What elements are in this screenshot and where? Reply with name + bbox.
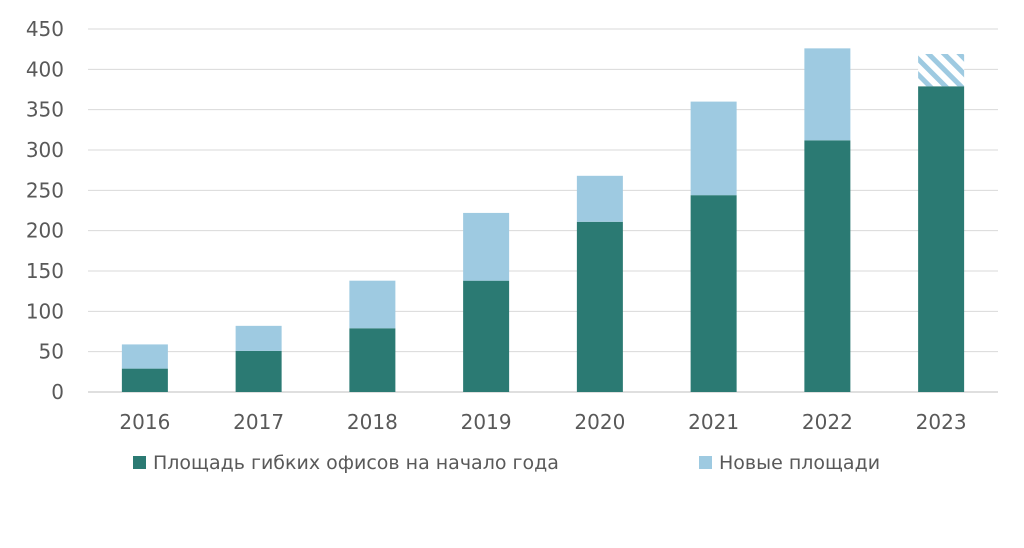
x-tick-label: 2021 — [688, 410, 739, 434]
bar-segment-new-areas-2023 — [918, 54, 965, 87]
y-tick-label: 400 — [26, 57, 64, 81]
y-tick-label: 350 — [26, 98, 64, 122]
y-tick-label: 0 — [51, 380, 64, 404]
gridlines — [88, 28, 998, 393]
y-tick-label: 100 — [26, 299, 64, 323]
bar-segment-new-areas-2022 — [804, 48, 851, 141]
y-tick-label: 450 — [26, 17, 64, 41]
legend-swatch-flex-offices — [133, 456, 146, 469]
bar-segment-new-areas-2019 — [463, 212, 510, 281]
y-tick-label: 250 — [26, 178, 64, 202]
bars — [121, 48, 965, 393]
x-tick-label: 2016 — [119, 410, 170, 434]
y-axis: 0 50 100 150 200 250 300 350 400 450 — [26, 17, 64, 404]
bar-segment-new-areas-2020 — [576, 175, 623, 222]
bar-segment-flex-offices-2023 — [918, 86, 965, 393]
y-tick-label: 50 — [39, 340, 64, 364]
x-tick-label: 2023 — [916, 410, 967, 434]
x-tick-label: 2017 — [233, 410, 284, 434]
y-tick-label: 150 — [26, 259, 64, 283]
bar-segment-new-areas-2017 — [235, 325, 282, 351]
bar-segment-new-areas-2021 — [690, 101, 737, 196]
bar-segment-flex-offices-2016 — [121, 368, 168, 392]
bar-segment-flex-offices-2021 — [690, 195, 737, 392]
bar-segment-flex-offices-2019 — [463, 280, 510, 392]
legend: Площадь гибких офисов на начало года Нов… — [133, 452, 880, 474]
legend-label-new-areas: Новые площади — [719, 452, 880, 474]
y-tick-label: 300 — [26, 138, 64, 162]
legend-swatch-new-areas — [699, 456, 712, 469]
bar-segment-flex-offices-2018 — [349, 328, 396, 392]
bar-segment-new-areas-2018 — [349, 280, 396, 329]
bar-segment-new-areas-2016 — [121, 344, 168, 369]
bar-segment-flex-offices-2022 — [804, 140, 851, 392]
x-tick-label: 2022 — [802, 410, 853, 434]
x-axis: 2016 2017 2018 2019 2020 2021 2022 2023 — [119, 410, 966, 434]
legend-label-flex-offices: Площадь гибких офисов на начало года — [153, 452, 559, 474]
x-tick-label: 2018 — [347, 410, 398, 434]
y-tick-label: 200 — [26, 219, 64, 243]
x-tick-label: 2020 — [574, 410, 625, 434]
x-tick-label: 2019 — [461, 410, 512, 434]
bar-segment-flex-offices-2020 — [576, 221, 623, 392]
bar-segment-flex-offices-2017 — [235, 350, 282, 392]
